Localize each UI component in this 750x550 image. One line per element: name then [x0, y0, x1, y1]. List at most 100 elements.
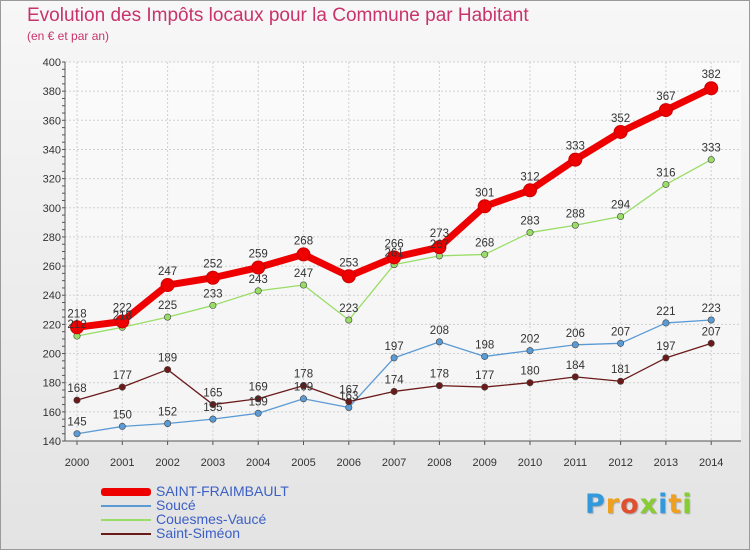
data-label: 294 [611, 200, 631, 212]
data-point [390, 354, 398, 362]
data-label: 268 [475, 237, 494, 249]
x-tick-label: 2010 [518, 457, 542, 469]
x-tick-label: 2014 [699, 457, 723, 469]
y-tick-label: 300 [43, 203, 61, 215]
data-point [477, 199, 492, 214]
legend-label: Saint-Siméon [156, 525, 241, 541]
data-point [341, 269, 356, 284]
data-label: 206 [566, 328, 585, 340]
data-label: 165 [203, 388, 222, 400]
data-label: 218 [67, 308, 86, 320]
data-point [73, 396, 81, 404]
data-point [707, 316, 715, 324]
data-point [526, 347, 534, 355]
data-point [523, 183, 537, 198]
x-tick-label: 2000 [65, 457, 89, 469]
data-label: 150 [113, 409, 132, 421]
logo-letter: r [605, 489, 621, 520]
data-point [118, 422, 126, 430]
data-label: 221 [656, 306, 675, 318]
data-point [299, 395, 307, 403]
data-label: 202 [520, 334, 539, 346]
x-tick-label: 2006 [337, 457, 361, 469]
data-label: 252 [203, 259, 222, 271]
x-tick-label: 2007 [382, 457, 406, 469]
legend-label: Soucé [156, 497, 196, 513]
data-point [345, 398, 353, 406]
data-label: 177 [475, 370, 494, 382]
data-point [299, 281, 307, 289]
x-tick-label: 2003 [201, 457, 225, 469]
data-point [707, 156, 715, 164]
data-label: 198 [475, 339, 494, 351]
data-label: 145 [67, 417, 86, 429]
data-label: 207 [702, 326, 721, 338]
data-point [254, 395, 262, 403]
data-label: 207 [611, 326, 630, 338]
data-point [571, 341, 579, 349]
legend-swatch [101, 488, 151, 496]
data-label: 316 [656, 167, 675, 179]
data-label: 243 [249, 274, 268, 286]
data-label: 367 [656, 91, 675, 103]
data-label: 247 [294, 268, 313, 280]
x-tick-label: 2011 [563, 457, 587, 469]
y-tick-label: 340 [43, 144, 61, 156]
data-label: 169 [249, 382, 268, 394]
data-label: 259 [249, 249, 268, 261]
x-tick-label: 2002 [155, 457, 179, 469]
data-point [345, 403, 353, 411]
data-point [164, 366, 172, 374]
data-label: 197 [385, 341, 404, 353]
data-point [613, 124, 628, 139]
data-point [526, 379, 534, 387]
data-label: 178 [294, 369, 313, 381]
data-label: 273 [430, 228, 449, 240]
legend-swatch [101, 519, 151, 521]
data-point [118, 383, 126, 391]
logo-letter: i [682, 489, 693, 520]
data-point [526, 229, 534, 237]
data-point [481, 352, 489, 360]
y-tick-label: 280 [43, 232, 61, 244]
y-tick-label: 180 [43, 378, 61, 390]
data-label: 212 [67, 319, 86, 331]
data-point [251, 260, 266, 275]
y-tick-label: 260 [43, 261, 61, 273]
y-tick-label: 220 [43, 319, 61, 331]
data-label: 261 [385, 248, 404, 260]
data-point [345, 316, 353, 324]
data-point [299, 382, 307, 390]
data-point [571, 221, 579, 229]
x-tick-label: 2001 [110, 457, 134, 469]
data-label: 266 [385, 238, 404, 250]
data-label: 177 [113, 370, 132, 382]
data-label: 168 [67, 383, 86, 395]
data-point [432, 240, 447, 255]
data-label: 155 [203, 402, 222, 414]
data-point [296, 247, 311, 262]
axes: 140 160 180 200 220 240 260 280 300 320 340 360 380 4… [43, 57, 741, 469]
data-label: 178 [430, 369, 449, 381]
chart-subtitle: (en € et par an) [27, 29, 110, 43]
logo-letter: x [639, 489, 659, 520]
data-point [707, 339, 715, 347]
data-point [164, 420, 172, 428]
y-tick-label: 240 [43, 290, 61, 302]
data-point [617, 377, 625, 385]
data-point [205, 270, 220, 285]
data-point [70, 320, 84, 335]
data-point [254, 287, 262, 295]
data-label: 312 [520, 171, 539, 183]
y-tick-label: 360 [43, 115, 61, 127]
data-point [164, 313, 172, 321]
legend-label: Couesmes-Vaucé [156, 511, 267, 527]
data-label: 163 [339, 390, 358, 402]
data-point [435, 338, 443, 346]
data-point [571, 373, 579, 381]
data-label: 218 [113, 310, 132, 322]
y-tick-label: 160 [43, 407, 61, 419]
chart-title: Evolution des Impôts locaux pour la Comm… [27, 5, 529, 26]
